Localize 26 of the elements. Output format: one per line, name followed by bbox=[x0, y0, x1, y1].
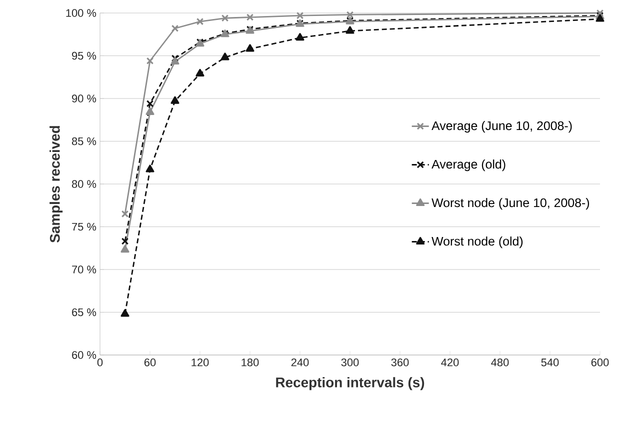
y-tick-label: 65 % bbox=[72, 308, 96, 316]
y-tick-label: 100 % bbox=[66, 9, 96, 17]
y-tick-label: 75 % bbox=[72, 222, 96, 231]
legend-label: Worst node (old) bbox=[432, 236, 523, 248]
x-tick-label: 0 bbox=[97, 358, 103, 366]
x-tick-label: 120 bbox=[192, 358, 209, 366]
x-tick-label: 300 bbox=[341, 358, 359, 366]
y-axis-title: Samples received bbox=[50, 126, 63, 243]
x-tick-label: 180 bbox=[242, 358, 259, 366]
x-tick-label: 600 bbox=[591, 358, 609, 366]
y-tick-label: 95 % bbox=[72, 52, 96, 60]
x-axis-title: Reception intervals (s) bbox=[276, 377, 424, 390]
legend-label: Average (June 10, 2008-) bbox=[432, 120, 572, 133]
x-tick-label: 420 bbox=[441, 358, 459, 366]
legend-label: Average (old) bbox=[432, 159, 506, 172]
y-tick-label: 85 % bbox=[72, 137, 96, 146]
x-tick-label: 480 bbox=[491, 358, 509, 366]
y-tick-label: 70 % bbox=[72, 266, 96, 274]
y-tick-label: 60 % bbox=[72, 351, 96, 359]
y-tick-label: 80 % bbox=[72, 180, 96, 188]
legend-label: Worst node (June 10, 2008-) bbox=[432, 198, 590, 210]
y-tick-label: 90 % bbox=[72, 94, 96, 102]
x-tick-label: 240 bbox=[291, 358, 309, 366]
x-tick-label: 60 bbox=[144, 358, 156, 366]
x-tick-label: 360 bbox=[391, 358, 409, 366]
x-tick-label: 540 bbox=[541, 358, 559, 366]
